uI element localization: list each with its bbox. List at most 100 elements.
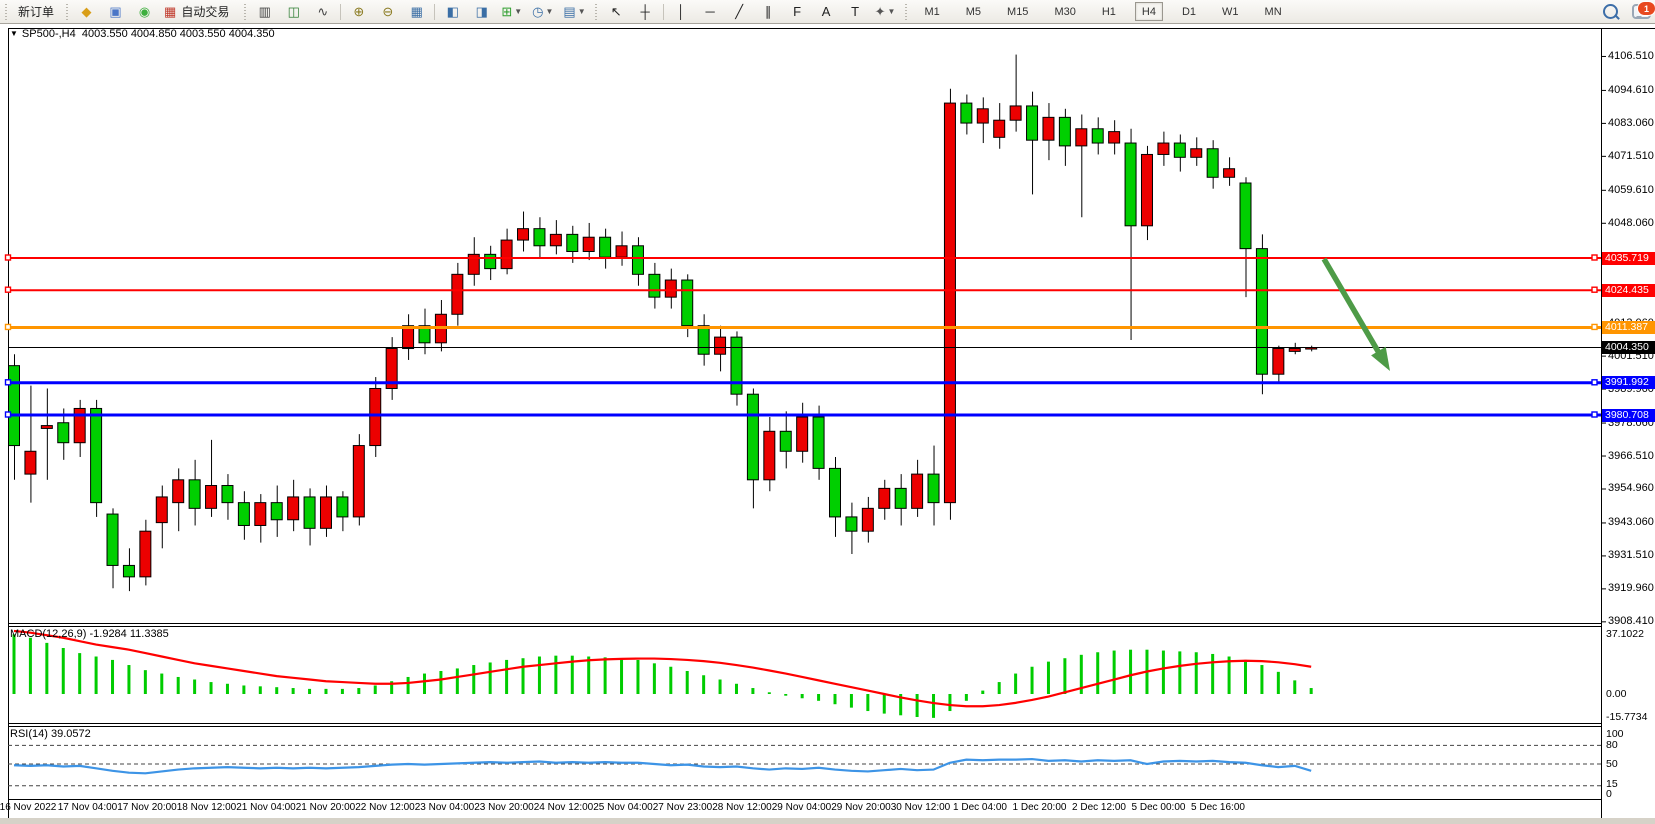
toolbar-drag-handle[interactable] — [242, 3, 248, 20]
axis-tick-label: 0.00 — [1606, 688, 1627, 700]
search-icon[interactable] — [1603, 4, 1618, 19]
time-axis-label: 23 Nov 04:00 — [414, 802, 475, 813]
close-value: 4004.350 — [228, 28, 275, 40]
rsi-indicator-label: RSI(14) 39.0572 — [10, 728, 91, 740]
axis-tick-label: 3919.960 — [1608, 582, 1654, 595]
axis-tick-label: 4059.610 — [1608, 183, 1654, 196]
pane-borders — [0, 23, 1655, 819]
trend-arrow — [1321, 257, 1390, 371]
autotrade-label: 自动交易 — [181, 5, 230, 19]
new-order-button[interactable]: 新订单 — [18, 5, 55, 19]
toolbar-drag-handle[interactable] — [64, 3, 70, 20]
vertical-line-icon[interactable]: │ — [677, 4, 686, 19]
axis-tick-label: 0 — [1606, 788, 1612, 800]
chevron-down-icon[interactable]: ▼ — [514, 7, 523, 16]
axis-tick-label: 3931.510 — [1608, 549, 1654, 562]
time-axis-label: 2 Dec 12:00 — [1072, 802, 1126, 813]
axis-tick-label: 4048.060 — [1608, 216, 1654, 229]
zoom-out-icon[interactable]: ⊖ — [382, 3, 394, 19]
time-axis-label: 1 Dec 20:00 — [1012, 802, 1067, 813]
candlestick-icon[interactable]: ◫ — [287, 3, 300, 19]
text-label-icon[interactable]: T — [851, 4, 860, 19]
time-axis-label: 27 Nov 23:00 — [652, 802, 713, 813]
timeframe-m5-button[interactable]: M5 — [965, 5, 982, 18]
arrange-windows-icon[interactable]: ◧ — [446, 3, 459, 19]
open-value: 4003.550 — [81, 28, 128, 40]
line-chart-icon[interactable]: ∿ — [317, 3, 329, 19]
autotrade-button[interactable]: ▦ 自动交易 — [160, 1, 238, 22]
hline-price-badge: 4035.719 — [1602, 251, 1655, 265]
cascade-windows-icon[interactable]: ◨ — [475, 3, 488, 19]
timeframe-d1-button[interactable]: D1 — [1181, 5, 1197, 18]
toolbar-drag-handle[interactable] — [3, 3, 8, 20]
axis-tick-label: 80 — [1606, 739, 1618, 752]
order-tag-icon[interactable]: ◆ — [81, 3, 92, 19]
macd-indicator-label: MACD(12,26,9) -1.9284 11.3385 — [10, 628, 169, 640]
channel-icon[interactable]: ∥ — [764, 3, 772, 19]
toolbar-drag-handle[interactable] — [903, 3, 909, 20]
window-bottom-strip — [0, 818, 1655, 824]
chevron-down-icon[interactable]: ▼ — [545, 7, 554, 16]
crosshair-icon[interactable]: ┼ — [640, 4, 650, 19]
time-axis-label: 25 Nov 04:00 — [593, 802, 653, 813]
timeframe-mn-button[interactable]: MN — [1264, 5, 1282, 18]
timeframe-m15-button[interactable]: M15 — [1007, 5, 1029, 18]
time-axis-label: 28 Nov 12:00 — [712, 802, 772, 813]
current-price-badge: 4004.350 — [1602, 341, 1655, 355]
timeframe-w1-button[interactable]: W1 — [1222, 5, 1239, 18]
time-axis-label: 24 Nov 12:00 — [533, 802, 594, 813]
chevron-down-icon[interactable]: ▼ — [887, 7, 896, 16]
autotrade-icon: ▦ — [164, 3, 177, 19]
axis-tick-label: 4083.060 — [1608, 116, 1654, 129]
toolbar: 新订单 ◆ ▣ ◉ ▦ 自动交易 ▥ ◫ ∿ ⊕ ⊖ ▦ ◧ ◨ ⊞ ▼ ◷ ▼ ▤ ▼ ↖ ┼ │ ─ ╱ ∥ F A T ✦ ▼ M1 M5… — [0, 0, 1655, 24]
collapse-triangle-icon[interactable]: ▼ — [10, 29, 18, 38]
tile-windows-icon[interactable]: ▦ — [410, 3, 423, 19]
axis-tick-label: 3943.060 — [1608, 516, 1654, 529]
time-axis-label: 21 Nov 04:00 — [236, 802, 296, 813]
text-icon[interactable]: A — [821, 4, 831, 19]
notification-badge: 1 — [1637, 1, 1655, 16]
time-axis-label: 5 Dec 16:00 — [1191, 802, 1245, 813]
timeframe-h4-button[interactable]: H4 — [1134, 2, 1163, 21]
axis-tick-label: 3966.510 — [1608, 449, 1654, 462]
signal-icon[interactable]: ◉ — [138, 3, 151, 19]
timeframe-h1-button[interactable]: H1 — [1101, 5, 1116, 18]
timeframe-m1-button[interactable]: M1 — [924, 5, 940, 18]
axis-tick-label: 4106.510 — [1608, 49, 1654, 62]
toolbar-drag-handle[interactable] — [593, 3, 599, 20]
bar-chart-icon[interactable]: ▥ — [258, 3, 271, 19]
toolbar-separator — [340, 3, 342, 20]
hline-price-badge: 3980.708 — [1602, 408, 1655, 422]
candle-series — [8, 54, 1318, 592]
zoom-in-icon[interactable]: ⊕ — [353, 3, 365, 19]
chat-icon[interactable]: 1 — [1632, 1, 1655, 19]
time-axis-label: 29 Nov 04:00 — [771, 802, 832, 813]
new-chart-icon[interactable]: ⊞ ▼ — [501, 3, 523, 19]
period-clock-icon[interactable]: ◷ ▼ — [532, 3, 554, 19]
timeframe-m30-button[interactable]: M30 — [1054, 5, 1076, 18]
chevron-down-icon[interactable]: ▼ — [577, 7, 586, 16]
macd-values: -1.9284 11.3385 — [89, 628, 169, 640]
axis-tick-label: -15.7734 — [1606, 711, 1648, 723]
cursor-icon[interactable]: ↖ — [610, 3, 622, 19]
axis-tick-label: 100 — [1606, 728, 1624, 740]
toolbar-separator — [434, 3, 436, 20]
trendline-icon[interactable]: ╱ — [735, 3, 744, 19]
axis-tick-label: 15 — [1606, 777, 1618, 790]
ohlc-header: ▼ SP500-,H4 4003.550 4004.850 4003.550 40… — [10, 28, 275, 40]
symbol-timeframe: SP500-,H4 — [21, 28, 76, 40]
horizontal-line-icon[interactable]: ─ — [705, 4, 715, 19]
low-value: 4003.550 — [179, 28, 226, 40]
arrow-tools-icon[interactable]: ✦ ▼ — [874, 3, 896, 19]
fibonacci-icon[interactable]: F — [793, 4, 802, 19]
time-axis-label: 16 Nov 2022 — [0, 802, 57, 813]
terminal-icon[interactable]: ▣ — [109, 3, 122, 19]
time-axis-label: 21 Nov 20:00 — [295, 802, 356, 813]
template-icon[interactable]: ▤ ▼ — [563, 3, 586, 19]
price-chart-canvas[interactable] — [0, 23, 1655, 824]
horizontal-lines — [4, 254, 1601, 418]
axis-tick-label: 50 — [1606, 758, 1618, 770]
chart-window: ▼ SP500-,H4 4003.550 4004.850 4003.550 40… — [0, 23, 1655, 824]
toolbar-separator — [662, 3, 664, 20]
